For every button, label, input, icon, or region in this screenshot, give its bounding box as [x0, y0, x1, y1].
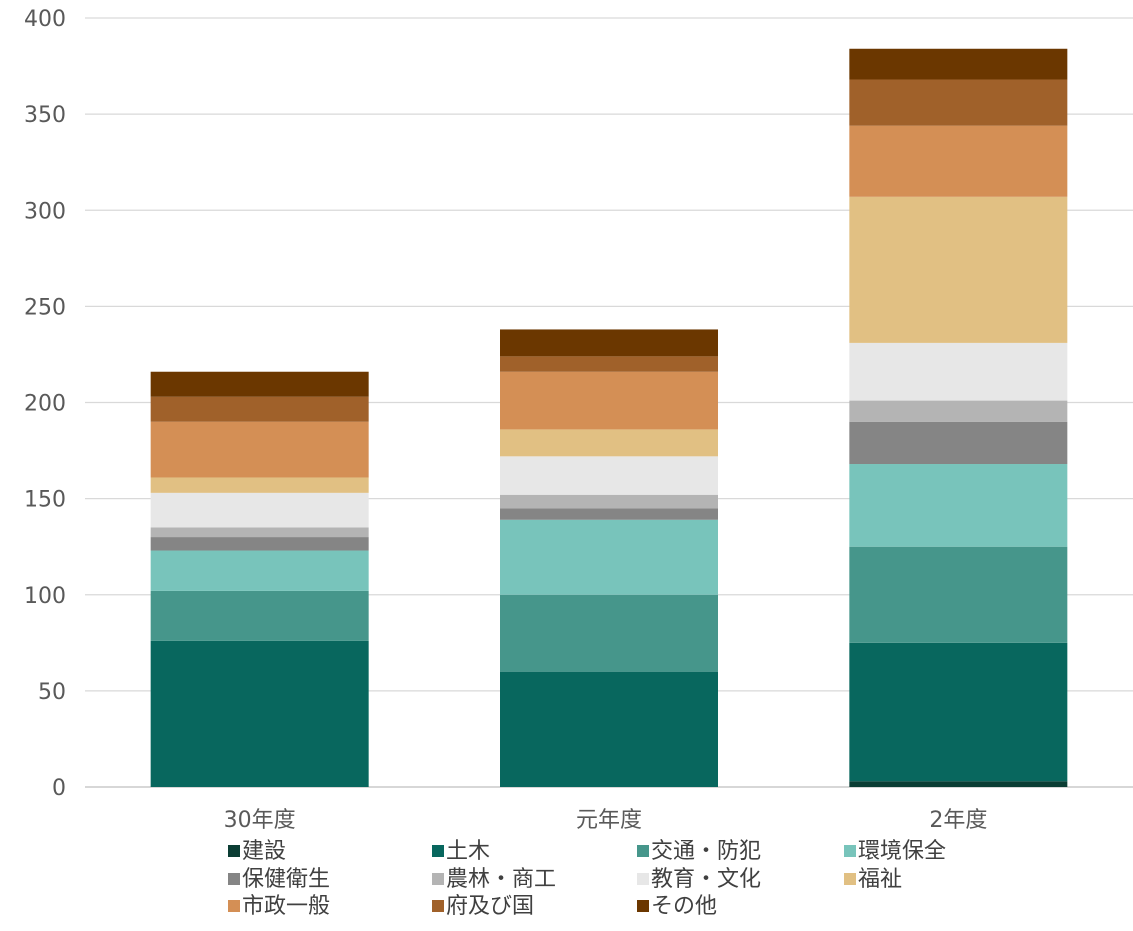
bar-segment	[150, 550, 369, 591]
legend-swatch	[637, 845, 649, 857]
legend-item: 保健衛生	[228, 867, 330, 892]
bar-segment	[849, 342, 1068, 401]
legend-label: 農林・商工	[446, 867, 556, 892]
bar-segment	[849, 79, 1068, 126]
legend-item: 農林・商工	[432, 867, 556, 892]
bar-segment	[849, 400, 1068, 422]
x-axis-ticks: 30年度 元年度 2年度	[224, 808, 988, 833]
y-tick-label: 0	[52, 776, 66, 801]
legend-swatch	[432, 900, 444, 912]
bar-segment	[150, 421, 369, 478]
legend-swatch	[432, 845, 444, 857]
bar-segment	[849, 48, 1068, 80]
bar-segment	[500, 329, 718, 357]
bar-segment	[849, 546, 1068, 643]
legend-item: 環境保全	[844, 839, 946, 864]
bar-segment	[150, 396, 369, 422]
legend-item: その他	[637, 894, 717, 919]
legend-label: 土木	[446, 839, 490, 864]
y-axis-ticks: 0 50 100 150 200 250 300 350 400	[24, 7, 66, 801]
legend-label: 教育・文化	[651, 867, 761, 892]
legend-swatch	[844, 873, 856, 885]
bar-segment	[500, 456, 718, 495]
legend-label: 交通・防犯	[651, 839, 761, 864]
legend-item: 土木	[432, 839, 490, 864]
y-tick-label: 50	[38, 680, 66, 705]
bar-segment	[849, 125, 1068, 197]
legend-item: 市政一般	[228, 894, 330, 919]
bar-segment	[150, 527, 369, 538]
bar-segment	[500, 671, 718, 787]
legend-label: 保健衛生	[242, 867, 330, 892]
bar-segment	[500, 519, 718, 595]
legend-label: 建設	[242, 839, 286, 864]
y-tick-label: 350	[24, 103, 66, 128]
y-tick-label: 200	[24, 392, 66, 417]
legend-label: 市政一般	[242, 894, 330, 919]
bar-segment	[849, 642, 1068, 782]
bar-segment	[150, 590, 369, 641]
bar-segment	[500, 356, 718, 372]
bar-segment	[849, 781, 1068, 787]
legend-label: 環境保全	[858, 839, 946, 864]
legend-item: 建設	[228, 839, 286, 864]
legend-swatch	[228, 845, 240, 857]
bar-segment	[849, 421, 1068, 465]
y-tick-label: 300	[24, 199, 66, 224]
legend-label: 福祉	[858, 867, 902, 892]
bar-segment	[500, 508, 718, 520]
x-tick-label: 30年度	[224, 808, 296, 833]
legend-swatch	[432, 873, 444, 885]
legend-swatch	[637, 873, 649, 885]
y-tick-label: 400	[24, 7, 66, 32]
legend-swatch	[844, 845, 856, 857]
legend-swatch	[228, 900, 240, 912]
bar-segment	[150, 537, 369, 551]
bar-segment	[500, 594, 718, 672]
bar-segment	[150, 492, 369, 528]
bar-segment	[500, 494, 718, 509]
y-tick-label: 100	[24, 584, 66, 609]
bar-segment	[150, 640, 369, 787]
legend-item: 福祉	[844, 867, 902, 892]
legend-swatch	[637, 900, 649, 912]
bars	[150, 48, 1068, 787]
bar-segment	[150, 371, 369, 397]
x-tick-label: 2年度	[929, 808, 987, 833]
legend-label: 府及び国	[446, 894, 534, 919]
bar-segment	[500, 429, 718, 457]
legend-label: その他	[651, 894, 717, 919]
legend-swatch	[228, 873, 240, 885]
y-tick-label: 150	[24, 488, 66, 513]
x-tick-label: 元年度	[576, 808, 642, 833]
bar-segment	[849, 196, 1068, 343]
bar-segment	[849, 464, 1068, 547]
bar-segment	[500, 371, 718, 430]
legend-item: 府及び国	[432, 894, 534, 919]
y-tick-label: 250	[24, 295, 66, 320]
legend-item: 教育・文化	[637, 867, 761, 892]
bar-segment	[150, 477, 369, 493]
legend-item: 交通・防犯	[637, 839, 761, 864]
